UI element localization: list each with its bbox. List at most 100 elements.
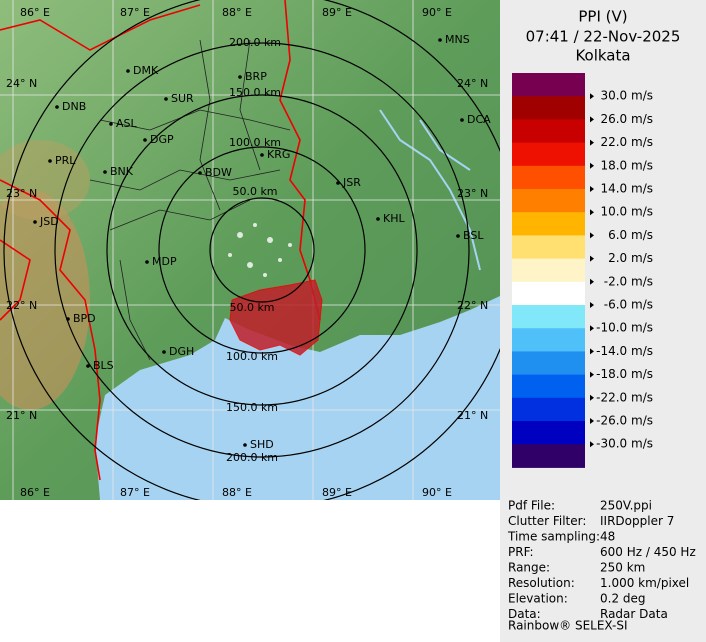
terrain (0, 190, 90, 410)
legend-tick (590, 139, 594, 146)
legend-tick (590, 418, 594, 424)
city-label: MDP (152, 255, 177, 268)
info-key: Elevation: (508, 592, 568, 606)
lat-label: 23° N (457, 187, 488, 200)
city-label: DMK (133, 64, 159, 77)
legend-band (512, 351, 585, 376)
city-label: ASL (116, 117, 138, 130)
ring-label: 50.0 km (232, 185, 277, 198)
legend-tick (590, 162, 594, 169)
legend-label: -18.0 m/s (596, 367, 653, 381)
lat-label: 21° N (6, 409, 37, 422)
info-value: 250 km (600, 561, 645, 575)
rivers (379, 109, 481, 271)
legend-tick (590, 186, 594, 192)
city-dot (456, 234, 460, 238)
legend-label: 18.0 m/s (600, 158, 653, 172)
legend-label: 30.0 m/s (600, 89, 653, 103)
lon-label: 87° E (120, 486, 150, 499)
ring-label: 200.0 km (229, 36, 281, 49)
city-dot (336, 181, 340, 185)
legend-tick (590, 325, 594, 332)
city-label: BSL (463, 229, 484, 242)
city-dot (109, 122, 113, 126)
district-borders (89, 39, 291, 361)
ring-label: 150.0 km (226, 401, 278, 414)
legend-band (512, 73, 585, 97)
lat-label: 21° N (457, 409, 488, 422)
info-value: 48 (600, 530, 615, 544)
city-dot (145, 260, 149, 264)
city-dot (103, 170, 107, 174)
ring-label: 100.0 km (229, 136, 281, 149)
info-value: IIRDoppler 7 (600, 514, 674, 528)
legend-tick (590, 116, 594, 123)
title: PPI (V) (578, 8, 627, 26)
lat-label: 23° N (6, 187, 37, 200)
legend-tick (590, 371, 594, 378)
legend-band (512, 96, 585, 120)
legend-tick (590, 93, 594, 100)
city-label: KRG (267, 148, 290, 161)
legend-label: 22.0 m/s (600, 135, 653, 149)
info-value: 600 Hz / 450 Hz (600, 545, 696, 559)
city-dot (198, 171, 202, 175)
legend-label: 10.0 m/s (600, 205, 653, 219)
city-dot (260, 153, 264, 157)
city-dot (164, 97, 168, 101)
legend-label: -30.0 m/s (596, 437, 653, 451)
city-label: BPD (73, 312, 96, 325)
legend-band (512, 397, 585, 422)
legend-band (512, 281, 585, 306)
city-label: PRL (55, 154, 76, 167)
lon-label: 87° E (120, 6, 150, 19)
legend-label: -2.0 m/s (604, 274, 653, 288)
city-label: KHL (383, 212, 405, 225)
lat-label: 24° N (6, 77, 37, 90)
city-label: DNB (62, 100, 86, 113)
ring-label: 150.0 km (229, 86, 281, 99)
city-dot (55, 105, 59, 109)
legend-band (512, 235, 585, 260)
legend-label: 26.0 m/s (600, 112, 653, 126)
lon-label: 88° E (222, 486, 252, 499)
city-dot (48, 159, 52, 163)
ring-label: 200.0 km (226, 451, 278, 464)
city-dot (460, 118, 464, 122)
legend-band (512, 328, 585, 352)
legend-band (512, 165, 585, 190)
legend-band (512, 212, 585, 236)
legend-label: -6.0 m/s (604, 298, 653, 312)
footer: Rainbow® SELEX-SI (508, 619, 628, 633)
legend-band (512, 189, 585, 213)
legend-band (512, 142, 585, 167)
city-label: BDW (205, 166, 232, 179)
echoes (229, 279, 323, 356)
lon-label: 90° E (422, 486, 452, 499)
state-borders (0, 0, 321, 481)
legend-tick (590, 348, 594, 355)
city-dot (33, 220, 37, 224)
legend-label: -22.0 m/s (596, 390, 653, 404)
legend-label: -14.0 m/s (596, 344, 653, 358)
info-key: Range: (508, 561, 550, 575)
city-label: BLS (93, 359, 114, 372)
legend-label: -26.0 m/s (596, 414, 653, 428)
lat-label: 22° N (6, 299, 37, 312)
legend-label: 6.0 m/s (608, 228, 653, 242)
info-key: Resolution: (508, 576, 575, 590)
legend-band (512, 258, 585, 283)
lon-label: 89° E (322, 486, 352, 499)
lat-label: 24° N (457, 77, 488, 90)
legend-label: -10.0 m/s (596, 321, 653, 335)
info-key: Clutter Filter: (508, 514, 586, 528)
clutter (228, 223, 292, 277)
legend-tick (590, 394, 594, 401)
city-label: DGP (150, 133, 174, 146)
city-dot (86, 364, 90, 368)
info-value: Radar Data (600, 607, 668, 621)
lon-label: 86° E (20, 6, 50, 19)
ring-label: 50.0 km (229, 301, 274, 314)
